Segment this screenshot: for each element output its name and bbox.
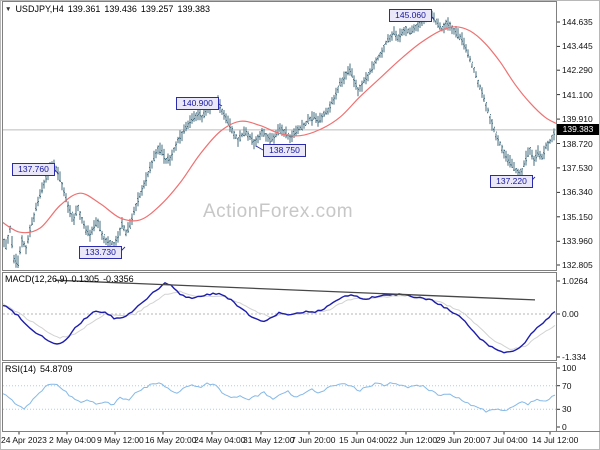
- time-axis-label: 16 May 20:00: [145, 435, 197, 445]
- dropdown-icon[interactable]: ▼: [5, 6, 12, 13]
- time-axis-label: 2 May 04:00: [49, 435, 96, 445]
- macd-signal-line: [3, 290, 556, 350]
- ohlc-open: 139.361: [67, 4, 101, 14]
- moving-average-line: [3, 26, 556, 234]
- price-axis-label: 144.635: [562, 17, 593, 27]
- price-axis-label: 141.100: [562, 90, 593, 100]
- macd-axis-label: 1.0264: [562, 276, 588, 286]
- main-panel-frame: [2, 1, 557, 271]
- time-axis-label: 31 May 12:00: [243, 435, 295, 445]
- macd-name: MACD(12,26,9): [5, 274, 68, 284]
- ohlc-low: 139.257: [140, 4, 174, 14]
- time-axis-label: 14 Jul 12:00: [532, 435, 579, 445]
- rsi-axis-label: 30: [562, 404, 572, 414]
- price-axis-label: 143.445: [562, 41, 593, 51]
- watermark-text: ActionForex.com: [202, 201, 354, 222]
- rsi-axis-label: 70: [562, 381, 572, 391]
- price-axis-label: 138.720: [562, 139, 593, 149]
- ohlc-high: 139.436: [104, 4, 137, 14]
- time-axis-label: 7 Jul 04:00: [486, 435, 528, 445]
- price-callout[interactable]: 140.900: [176, 97, 219, 110]
- ohlc-bars: [3, 9, 555, 268]
- macd-signal-value: -0.3356: [103, 274, 134, 284]
- price-axis-label: 135.150: [562, 212, 593, 222]
- time-axis-label: 29 Jun 20:00: [436, 435, 486, 445]
- rsi-axis-label: 0: [562, 422, 567, 432]
- callout-connector: [255, 145, 264, 151]
- current-price-box: 139.383: [557, 124, 599, 135]
- price-axis-label: 132.805: [562, 260, 593, 270]
- macd-value: 0.1305: [71, 274, 100, 284]
- macd-axis-label: -1.334: [562, 352, 587, 362]
- rsi-value: 54.8709: [40, 364, 73, 374]
- price-callout[interactable]: 133.730: [79, 246, 122, 259]
- price-axis-label: 136.340: [562, 187, 593, 197]
- time-axis-label: 24 Apr 2023: [1, 435, 47, 445]
- macd-indicator-label: MACD(12,26,9) 0.1305 -0.3356: [5, 274, 138, 284]
- time-axis-label: 22 Jun 12:00: [388, 435, 438, 445]
- symbol-label: USDJPY,H4: [15, 4, 64, 14]
- price-axis-label: 139.910: [562, 114, 593, 124]
- price-axis-label: 137.530: [562, 163, 593, 173]
- rsi-panel-frame: [2, 362, 557, 432]
- price-axis-label: 133.960: [562, 236, 593, 246]
- ohlc-close: 139.383: [177, 4, 210, 14]
- time-axis-label: 9 May 12:00: [97, 435, 144, 445]
- rsi-name: RSI(14): [5, 364, 37, 374]
- macd-trendline[interactable]: [54, 279, 536, 301]
- macd-main-line: [3, 281, 556, 354]
- price-callout[interactable]: 145.060: [389, 9, 432, 22]
- price-callout[interactable]: 138.750: [263, 144, 306, 157]
- time-axis-label: 15 Jun 04:00: [339, 435, 389, 445]
- price-callout[interactable]: 137.760: [12, 163, 55, 176]
- macd-axis-label: 0.00: [562, 309, 579, 319]
- symbol-header: ▼ USDJPY,H4 139.361 139.436 139.257 139.383: [5, 4, 214, 14]
- price-callout[interactable]: 137.220: [490, 175, 533, 188]
- macd-panel-frame: [2, 272, 557, 361]
- time-axis-label: 24 May 04:00: [194, 435, 246, 445]
- rsi-line: [3, 382, 556, 413]
- time-axis-label: 7 Jun 20:00: [291, 435, 336, 445]
- price-axis-label: 142.290: [562, 65, 593, 75]
- rsi-indicator-label: RSI(14) 54.8709: [5, 364, 77, 374]
- rsi-axis-label: 100: [562, 363, 577, 373]
